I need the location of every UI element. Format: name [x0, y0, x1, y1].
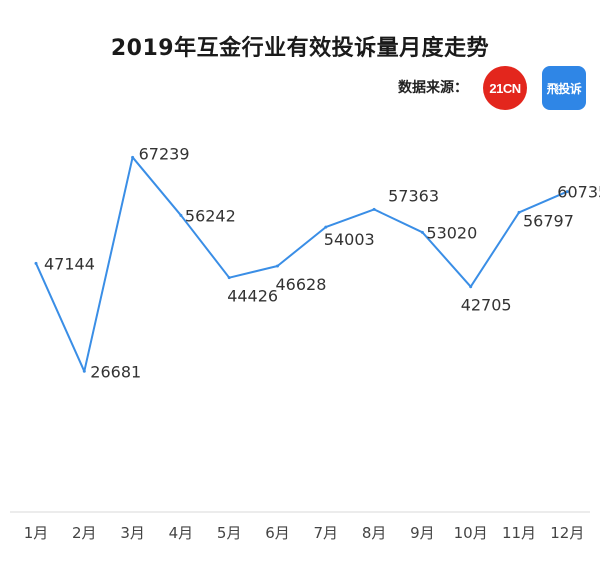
- data-label: 67239: [139, 144, 190, 163]
- source-label: 数据来源：: [398, 80, 468, 96]
- x-tick-label: 3月: [120, 524, 145, 542]
- logo-feitousu: 飛投诉: [542, 66, 586, 110]
- x-tick-label: 6月: [265, 524, 290, 542]
- data-label: 60735: [557, 183, 600, 202]
- data-point: [372, 207, 376, 211]
- data-point: [517, 210, 521, 214]
- x-tick-label: 11月: [502, 524, 536, 542]
- logo-21cn: 21CN: [483, 66, 527, 110]
- data-point: [469, 285, 473, 289]
- data-label: 54003: [324, 230, 375, 249]
- data-label: 26681: [90, 362, 141, 381]
- x-tick-label: 2月: [72, 524, 97, 542]
- x-tick-label: 9月: [410, 524, 435, 542]
- data-point: [324, 225, 328, 229]
- data-point: [131, 155, 135, 159]
- x-tick-label: 10月: [454, 524, 488, 542]
- x-tick-label: 7月: [314, 524, 339, 542]
- data-label: 56797: [523, 211, 574, 230]
- x-tick-label: 1月: [24, 524, 49, 542]
- data-label: 57363: [388, 186, 439, 205]
- data-point: [420, 230, 424, 234]
- x-tick-label: 8月: [362, 524, 387, 542]
- series-line: [35, 156, 568, 373]
- x-tick-label: 4月: [169, 524, 194, 542]
- data-label: 56242: [185, 206, 236, 225]
- data-point: [82, 369, 86, 373]
- data-point: [565, 190, 569, 194]
- x-tick-label: 12月: [550, 524, 584, 542]
- chart-title: 2019年互金行业有效投诉量月度走势: [110, 36, 490, 61]
- data-point: [34, 261, 38, 265]
- data-label: 46628: [276, 275, 327, 294]
- data-label: 42705: [461, 296, 512, 315]
- data-label: 53020: [426, 223, 477, 242]
- data-label: 44426: [227, 287, 278, 306]
- data-point: [227, 276, 231, 280]
- data-point: [179, 213, 183, 217]
- data-point: [276, 264, 279, 268]
- x-tick-label: 5月: [217, 524, 242, 542]
- data-label: 47144: [44, 254, 95, 273]
